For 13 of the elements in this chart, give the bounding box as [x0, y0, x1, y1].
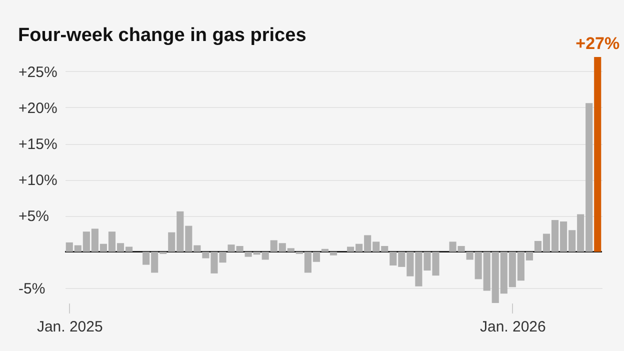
- y-tick-label: +10%: [18, 172, 58, 190]
- y-tick-label: +25%: [18, 64, 58, 81]
- x-tick-label: Jan. 2026: [480, 318, 546, 336]
- x-tick-label: Jan. 2025: [36, 318, 103, 336]
- chart-title: Four-week change in gas prices: [18, 25, 306, 46]
- bar: [594, 57, 602, 252]
- y-tick-label: +15%: [18, 136, 58, 154]
- bar: [330, 252, 338, 256]
- bar: [321, 248, 329, 252]
- data-label: +27%: [576, 34, 620, 53]
- y-tick-label: +5%: [18, 208, 49, 226]
- y-tick-label: +20%: [18, 100, 58, 117]
- y-tick-label: -5%: [18, 280, 46, 298]
